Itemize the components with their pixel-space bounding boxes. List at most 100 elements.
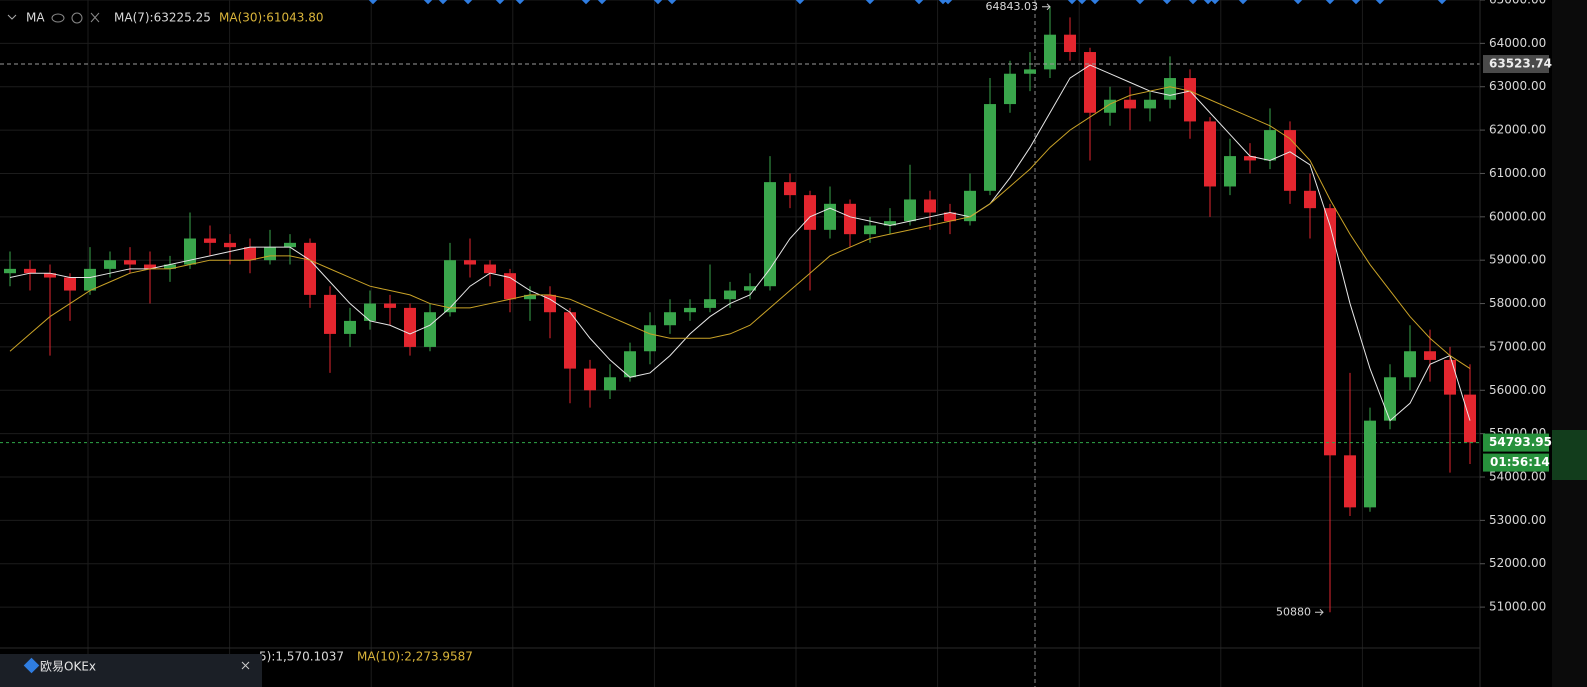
last-price-box: [1483, 433, 1549, 452]
candle-body: [1024, 69, 1036, 74]
candle-body: [104, 260, 116, 269]
candle-body: [824, 203, 836, 230]
candle-body: [704, 299, 716, 308]
remove-icon[interactable]: [90, 12, 100, 23]
crosshair-price-label: 63523.74: [1489, 57, 1552, 71]
candle-body: [644, 325, 656, 352]
side-panel-block: [1552, 430, 1587, 480]
candle-body: [1424, 351, 1436, 360]
y-tick-label: 56000.00: [1489, 383, 1546, 397]
candle-body: [4, 268, 16, 274]
candle-body: [244, 247, 256, 261]
candle-body: [924, 199, 936, 213]
event-marker: [423, 0, 433, 5]
candle-body: [764, 182, 776, 287]
visibility-icon[interactable]: [51, 13, 65, 23]
collapse-icon[interactable]: [7, 14, 17, 20]
candle-body: [604, 377, 616, 391]
settings-icon[interactable]: [71, 12, 83, 24]
y-tick-label: 57000.00: [1489, 339, 1546, 353]
candle-body: [1384, 377, 1396, 421]
candle-body: [724, 290, 736, 300]
ma7-legend: MA(7):63225.25: [114, 11, 211, 25]
event-marker: [463, 0, 473, 5]
y-tick-label: 54000.00: [1489, 470, 1546, 484]
candle-body: [224, 242, 236, 248]
high-arrow: [1042, 3, 1051, 11]
candle-body: [204, 238, 216, 243]
y-tick-label: 59000.00: [1489, 253, 1546, 267]
low-annotation: 50880: [1276, 605, 1311, 618]
candle-body: [124, 260, 136, 265]
candle-body: [544, 294, 556, 313]
candle-body: [1004, 73, 1016, 105]
candle-body: [1204, 121, 1216, 187]
y-tick-label: 60000.00: [1489, 209, 1546, 223]
candle-body: [1464, 394, 1476, 443]
candle-body: [984, 104, 996, 191]
candle-body: [164, 264, 176, 269]
candle-body: [1404, 351, 1416, 378]
candle-body: [1344, 455, 1356, 508]
candle-body: [684, 307, 696, 313]
candle-body: [404, 307, 416, 347]
candle-body: [1304, 190, 1316, 209]
volume-ma-legend: MA(10):2,273.9587: [357, 650, 473, 664]
high-annotation: 64843.03: [986, 0, 1039, 13]
candle-body: [384, 303, 396, 308]
ma30-legend: MA(30):61043.80: [219, 11, 324, 25]
countdown-box: [1483, 453, 1549, 472]
candle-body: [964, 190, 976, 222]
y-tick-label: 63000.00: [1489, 79, 1546, 93]
candle-body: [1444, 359, 1456, 395]
candle-body: [564, 312, 576, 369]
candle-body: [444, 260, 456, 313]
candle-body: [1124, 99, 1136, 109]
tab-title: 欧易OKEx: [40, 660, 96, 674]
candle-body: [744, 286, 756, 291]
tab-close[interactable]: [241, 661, 250, 670]
y-tick-label: 65000.00: [1489, 0, 1546, 7]
browser-tab[interactable]: [0, 654, 262, 687]
y-tick-label: 64000.00: [1489, 36, 1546, 50]
side-panel: [1552, 0, 1587, 687]
candle-body: [1144, 99, 1156, 109]
candle-body: [264, 247, 276, 261]
candle-body: [904, 199, 916, 222]
candle-body: [1244, 156, 1256, 161]
event-marker: [368, 0, 378, 5]
candle-body: [1164, 78, 1176, 100]
candle-body: [1224, 156, 1236, 187]
y-tick-label: 58000.00: [1489, 296, 1546, 310]
ma-line: [9, 64, 1471, 422]
candle-body: [344, 320, 356, 334]
candle-body: [44, 273, 56, 278]
candle-body: [364, 303, 376, 321]
candle-body: [284, 242, 296, 248]
candle-body: [584, 368, 596, 391]
candle-body: [1064, 34, 1076, 53]
candle-body: [484, 264, 496, 274]
candle-body: [1264, 130, 1276, 161]
low-arrow: [1315, 608, 1324, 616]
countdown-label: 01:56:14: [1490, 455, 1550, 469]
candle-body: [864, 225, 876, 235]
candle-body: [1184, 78, 1196, 122]
crosshair-price-box: [1483, 55, 1549, 74]
candle-body: [944, 212, 956, 222]
event-marker: [495, 0, 505, 5]
candle-body: [624, 351, 636, 378]
event-marker: [438, 0, 448, 5]
candle-body: [884, 221, 896, 226]
candle-body: [784, 182, 796, 196]
grid: [0, 0, 1480, 687]
candle-body: [324, 294, 336, 334]
candle-body: [664, 312, 676, 326]
candle-body: [84, 268, 96, 291]
candle-body: [844, 203, 856, 235]
y-tick-label: 62000.00: [1489, 123, 1546, 137]
y-tick-label: 53000.00: [1489, 513, 1546, 527]
y-tick-label: 51000.00: [1489, 600, 1546, 614]
